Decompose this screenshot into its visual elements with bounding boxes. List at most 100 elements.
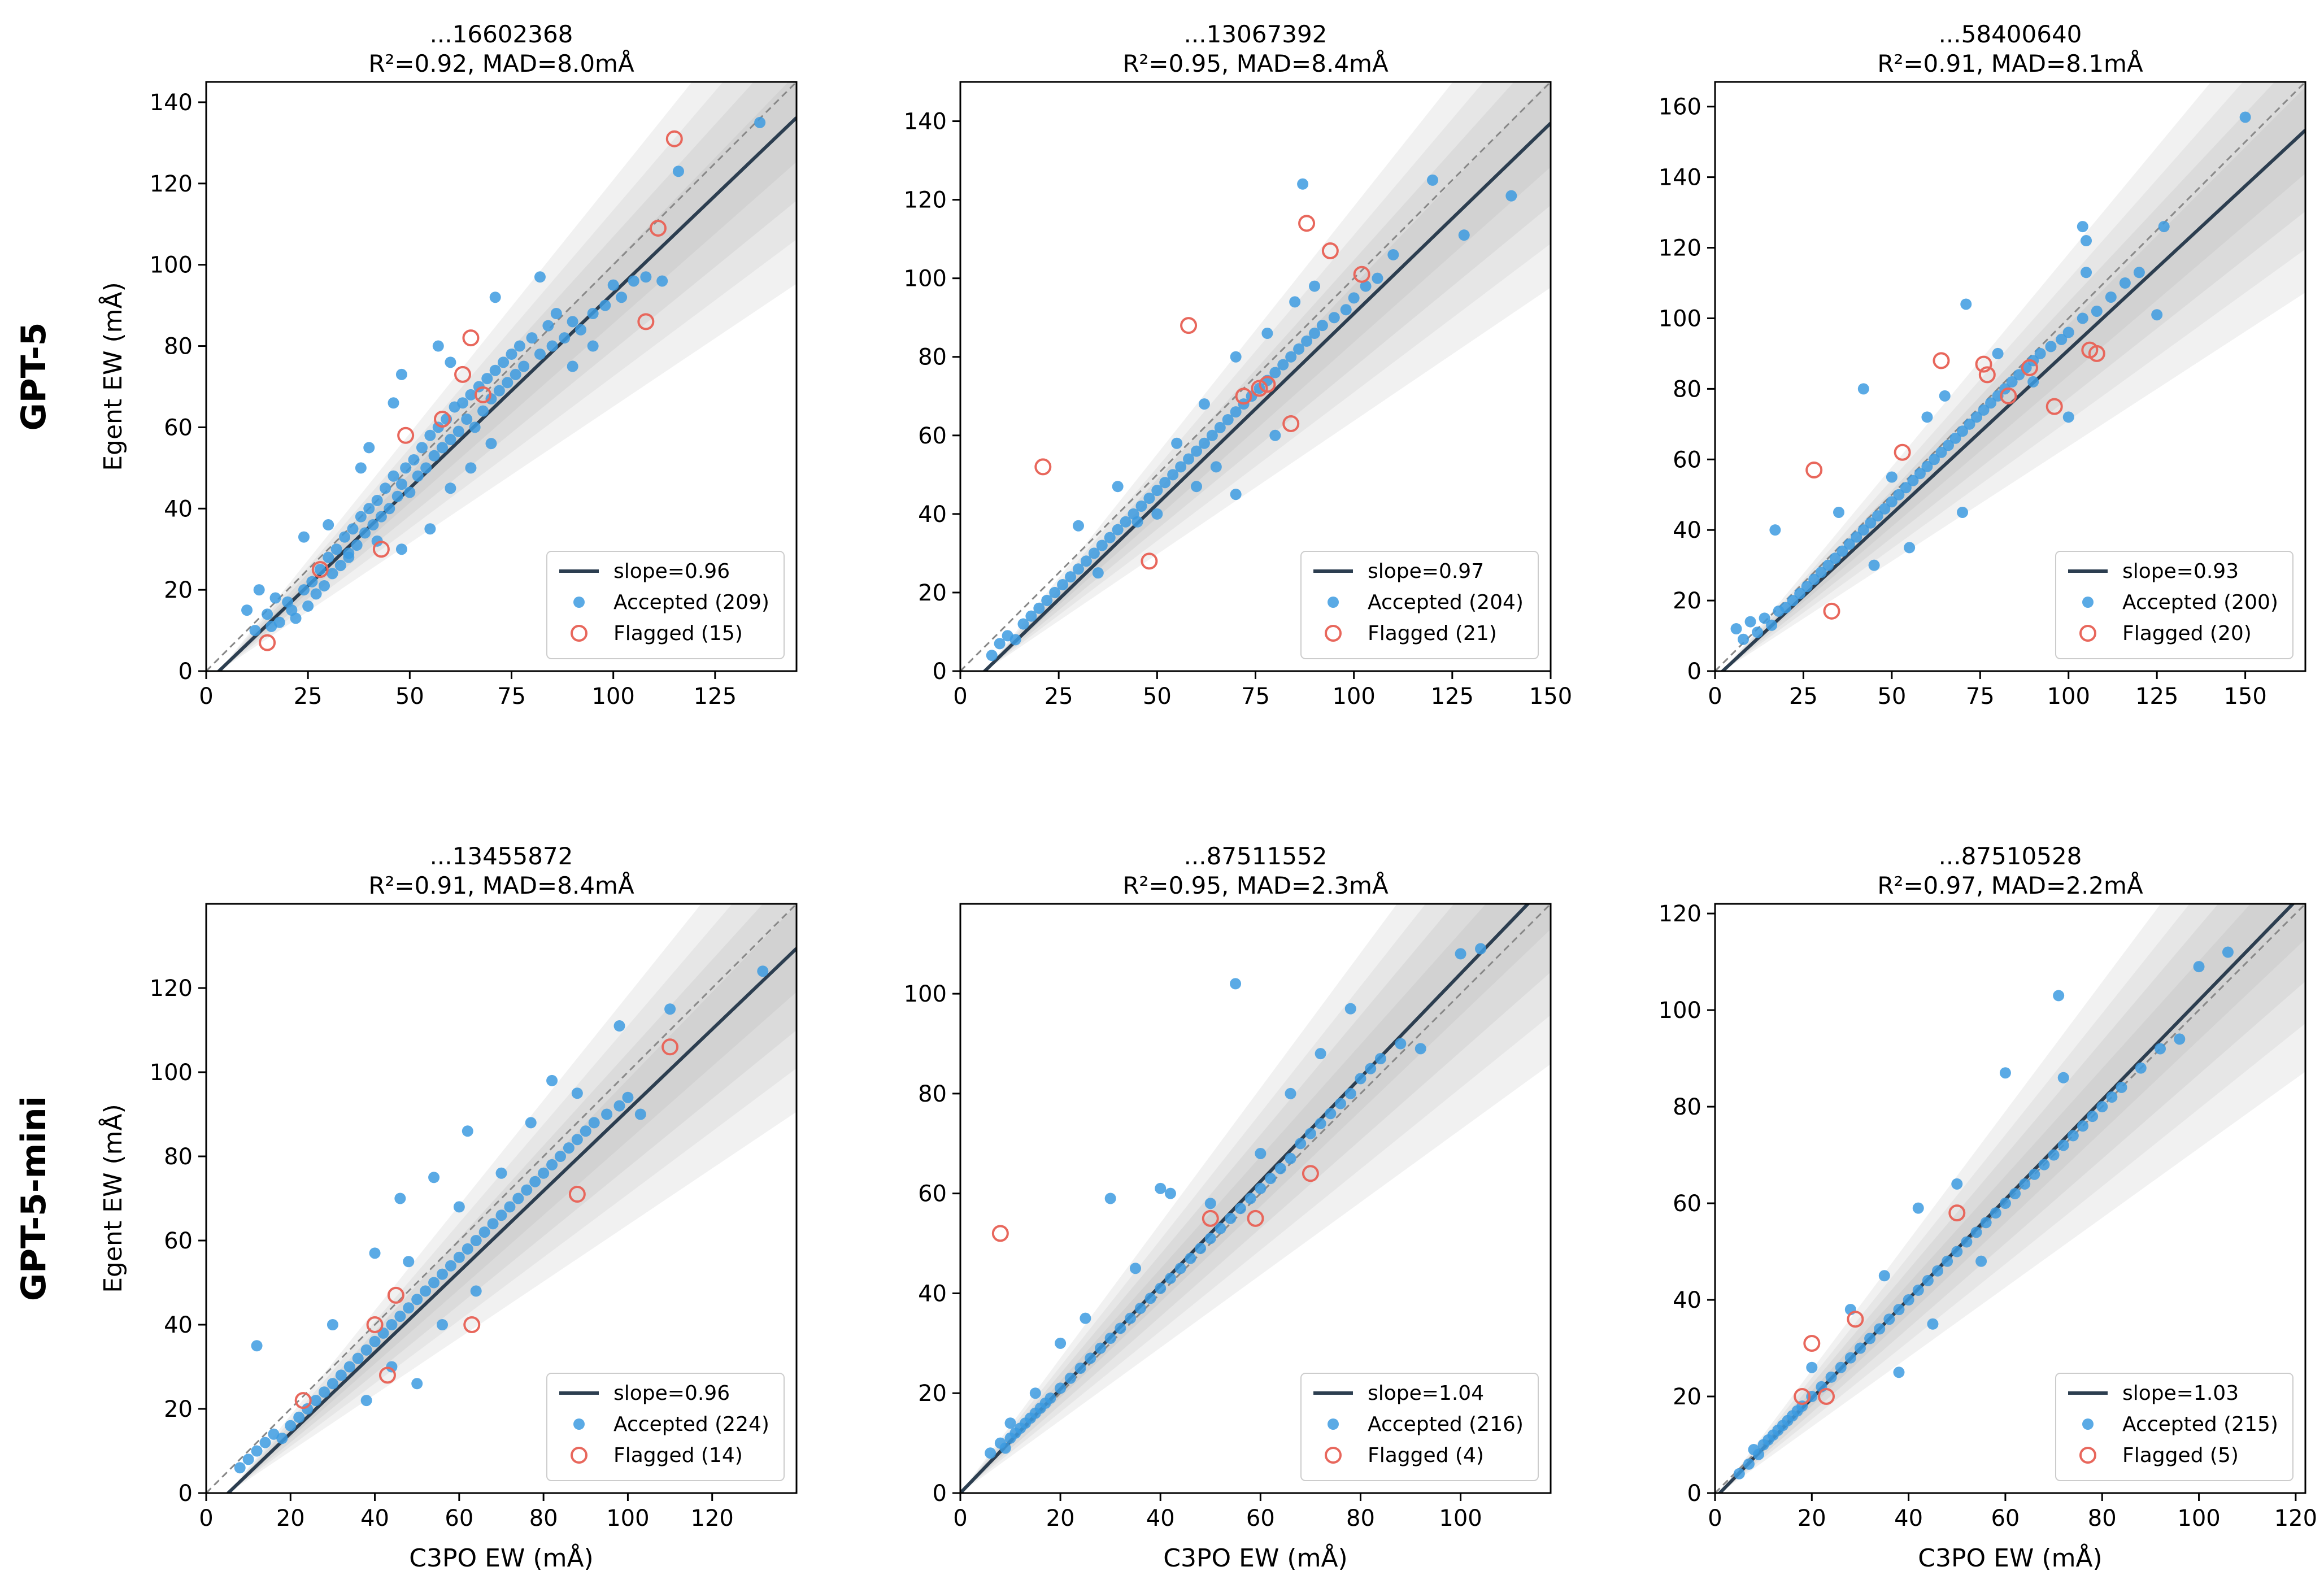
y-tick-label: 20 (1673, 1384, 1701, 1410)
accepted-point (1864, 1333, 1876, 1344)
identity-line (960, 904, 1551, 1493)
accepted-point (290, 612, 302, 624)
accepted-point (1135, 500, 1147, 512)
accepted-point (355, 511, 367, 523)
accepted-point (1927, 1318, 1939, 1330)
accepted-point (613, 1100, 625, 1112)
accepted-point (1073, 563, 1084, 575)
accepted-point (1120, 516, 1131, 528)
x-tick-label: 40 (360, 1505, 389, 1531)
y-tick-label: 80 (918, 345, 947, 371)
accepted-point (1195, 1242, 1207, 1254)
accepted-point (1289, 296, 1301, 308)
accepted-point (360, 1344, 372, 1356)
x-tick-label: 100 (1439, 1505, 1482, 1531)
identity-line (1715, 82, 2305, 671)
accepted-point (437, 442, 448, 454)
accepted-point (2155, 1043, 2166, 1055)
accepted-point (1164, 1272, 1176, 1284)
accepted-point (1355, 1073, 1366, 1085)
panel-title-id: ...16602368 (430, 20, 573, 48)
accepted-point (1309, 328, 1320, 340)
flagged-point (2046, 398, 2063, 415)
legend-flagged-label: Flagged (4) (1368, 1444, 1484, 1467)
accepted-point (628, 275, 639, 287)
accepted-point (1949, 432, 1961, 444)
accepted-point (1942, 439, 1954, 451)
flagged-point (568, 1186, 586, 1203)
flagged-point (1259, 376, 1276, 393)
flagged-point (1823, 602, 1840, 620)
y-tick-label: 40 (918, 1281, 947, 1307)
y-tick-label: 60 (1673, 447, 1701, 473)
scatter-panels: 0 25 50 75 100 125 0 20 40 60 80 100 120 140 ...166023… (98, 20, 2317, 1573)
accepted-point (268, 1428, 280, 1440)
accepted-point (1843, 538, 1855, 550)
flagged-point (1975, 355, 1992, 373)
y-tick-label: 120 (1659, 901, 1701, 927)
accepted-point (314, 564, 326, 576)
accepted-point (1893, 1367, 1905, 1378)
accepted-point (359, 527, 371, 539)
accepted-point (580, 1125, 591, 1137)
row-label-gpt5: GPT-5 (14, 323, 54, 431)
accepted-point (567, 360, 578, 372)
legend: slope=0.96 Accepted (224) Flagged (14) (546, 1373, 785, 1481)
flagged-point (462, 329, 480, 347)
x-tick-label: 40 (1146, 1505, 1175, 1531)
accepted-point (1057, 579, 1069, 591)
y-axis-label: Egent EW (mÅ) (98, 1104, 128, 1293)
accepted-point (493, 385, 505, 397)
accepted-point (1769, 524, 1781, 536)
accepted-point (1143, 493, 1155, 504)
identity-line (206, 904, 797, 1493)
y-tick-label: 40 (164, 496, 193, 522)
scatter-panel-5: 0 20 40 60 80 100 120 0 20 40 60 80 100 120 ...8751052… (1659, 842, 2317, 1573)
accepted-point (253, 584, 265, 596)
y-tick-label: 0 (179, 659, 193, 685)
legend-accepted-swatch (573, 1418, 585, 1430)
accepted-point (1903, 1294, 1914, 1306)
accepted-point (347, 523, 359, 535)
accepted-point (1159, 477, 1171, 489)
y-tick-label: 20 (918, 580, 947, 606)
accepted-point (355, 462, 367, 474)
accepted-point (2027, 376, 2039, 388)
x-tick-label: 125 (694, 684, 737, 710)
accepted-point (395, 368, 407, 380)
accepted-point (327, 568, 338, 580)
legend-accepted-label: Accepted (204) (1368, 591, 1524, 614)
accepted-point (1230, 351, 1242, 363)
accepted-point (1815, 567, 1827, 578)
accepted-point (1733, 1468, 1745, 1479)
accepted-point (487, 1218, 499, 1230)
accepted-point (330, 543, 342, 555)
legend: slope=1.04 Accepted (216) Flagged (4) (1300, 1373, 1539, 1481)
legend: slope=0.97 Accepted (204) Flagged (21) (1300, 551, 1539, 659)
accepted-point (327, 1378, 338, 1390)
x-tick-label: 150 (2223, 684, 2266, 710)
accepted-point (999, 1442, 1011, 1454)
y-tick-label: 100 (904, 981, 947, 1007)
confidence-band (219, 82, 797, 671)
accepted-point (546, 340, 558, 352)
flagged-point (1202, 1209, 1219, 1227)
accepted-point (394, 1193, 406, 1204)
flagged-point (1302, 1165, 1319, 1182)
accepted-point (2057, 1072, 2069, 1083)
accepted-point (388, 470, 399, 482)
accepted-point (2067, 1130, 2079, 1142)
y-tick-label: 120 (150, 171, 193, 197)
y-tick-label: 80 (164, 334, 193, 360)
axes-frame (1714, 81, 2306, 672)
x-tick-label: 25 (1045, 684, 1073, 710)
accepted-point (2057, 1139, 2069, 1151)
accepted-point (251, 1445, 263, 1457)
accepted-point (1374, 1053, 1386, 1065)
x-tick-label: 50 (1877, 684, 1906, 710)
accepted-point (1277, 359, 1289, 371)
accepted-point (249, 625, 261, 637)
panel-title-id: ...13455872 (430, 842, 573, 870)
accepted-point (1980, 1217, 1992, 1229)
confidence-band (228, 904, 797, 1493)
